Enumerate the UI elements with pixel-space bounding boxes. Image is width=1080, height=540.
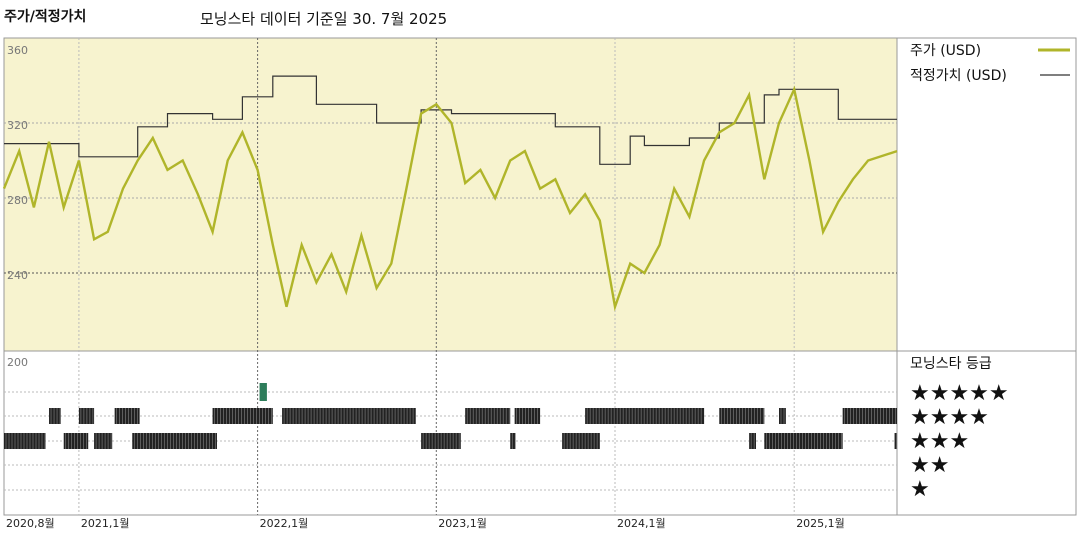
rating-3-period-5 — [510, 433, 516, 449]
rating-4-period-3 — [212, 408, 273, 424]
rating-4-period-1 — [78, 408, 95, 424]
rating-3-period-7 — [749, 433, 756, 449]
x-tick-2022-01-01: 2022,1월 — [260, 517, 309, 530]
legend-fair-label: 적정가치 (USD) — [910, 68, 1007, 84]
rating-4-stars: ★★★★ — [910, 405, 989, 430]
rating-3-period-8 — [764, 433, 843, 449]
rating-2-stars: ★★ — [910, 453, 949, 478]
y-tick-320: 320 — [7, 119, 28, 132]
rating-5-period-0 — [259, 383, 267, 401]
rating-4-period-8 — [719, 408, 765, 424]
rating-4-period-9 — [779, 408, 786, 424]
rating-4-period-5 — [465, 408, 511, 424]
price-panel — [3, 37, 898, 352]
rating-3-stars: ★★★ — [910, 429, 969, 454]
x-tick-2020-08-01: 2020,8월 — [6, 517, 55, 530]
y-tick-360: 360 — [7, 44, 28, 57]
rating-4-period-6 — [514, 408, 541, 424]
chart-subtitle: 모닝스타 데이터 기준일 30. 7월 2025 — [200, 10, 448, 28]
price-line — [2, 85, 898, 312]
rating-3-period-0 — [4, 433, 46, 449]
rating-3-period-2 — [94, 433, 113, 449]
rating-4-period-4 — [282, 408, 416, 424]
legend-price-label: 주가 (USD) — [910, 43, 981, 59]
rating-3-period-9 — [894, 433, 897, 449]
legend-panel — [896, 37, 1077, 516]
rating-4-period-0 — [49, 408, 61, 424]
rating-3-period-6 — [562, 433, 600, 449]
x-tick-2021-01-01: 2021,1월 — [81, 517, 130, 530]
rating-3-period-4 — [421, 433, 461, 449]
x-tick-2023-01-01: 2023,1월 — [438, 517, 487, 530]
rating-4-period-10 — [842, 408, 897, 424]
rating-4-period-2 — [114, 408, 140, 424]
rating-title: 모닝스타 등급 — [910, 356, 992, 372]
rating-3-period-1 — [63, 433, 89, 449]
fair-value-line — [4, 75, 897, 165]
rating-5-stars: ★★★★★ — [910, 381, 1009, 406]
y-tick-240: 240 — [7, 269, 28, 282]
chart-section-title: 주가/적정가치 — [4, 9, 87, 25]
rating-1-star: ★ — [910, 477, 930, 502]
x-tick-2024-01-01: 2024,1월 — [617, 517, 666, 530]
rating-4-period-7 — [585, 408, 705, 424]
rating-3-period-3 — [132, 433, 217, 449]
y-tick-280: 280 — [7, 194, 28, 207]
x-tick-2025-01-01: 2025,1월 — [796, 517, 845, 530]
y-tick-200: 200 — [7, 356, 28, 369]
